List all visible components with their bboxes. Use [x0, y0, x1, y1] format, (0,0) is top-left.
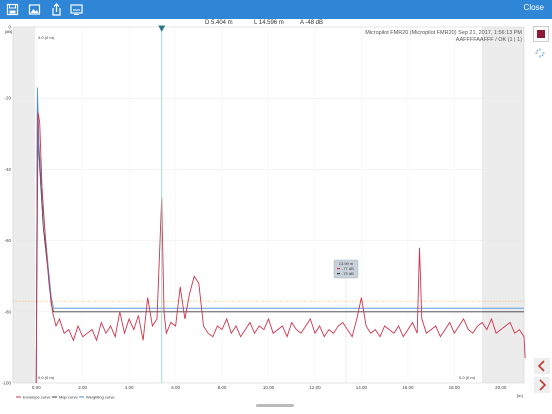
legend-label-weighting: Weighting curve — [86, 395, 115, 400]
image-icon[interactable] — [28, 3, 41, 16]
top-toolbar: Close — [0, 0, 552, 19]
device-info-line2: AAFFFFAAFFF / OK (1 | 1) — [456, 37, 522, 43]
near-blocking-region — [13, 27, 35, 383]
y-tick-label: -60 — [4, 238, 11, 243]
scroll-indicator[interactable] — [256, 404, 294, 407]
cursor-tooltip: 13.99 m -77 dB -79 dB — [333, 259, 359, 383]
y-tick-label: -100 — [2, 381, 12, 386]
x-tick-label: 16.00 — [402, 385, 414, 390]
distance-marker-handle[interactable] — [158, 25, 166, 33]
save-icon[interactable] — [6, 3, 19, 16]
x-tick-label: 14.00 — [356, 385, 368, 390]
corner-label-bottom-left: 0.0 (0 m) — [38, 375, 55, 380]
x-tick-label: 2.00 — [78, 385, 87, 390]
previous-button[interactable] — [534, 358, 550, 374]
readout-distance: D 5.404 m — [205, 20, 233, 26]
envelope-curve — [35, 112, 526, 384]
y-tick-label: -40 — [4, 167, 11, 172]
x-tick-label: 18.00 — [449, 385, 461, 390]
readout-amplitude: A -48 dB — [300, 20, 323, 26]
x-tick-label: 0.00 — [32, 385, 41, 390]
chevron-right-icon — [539, 379, 547, 391]
share-icon[interactable] — [50, 3, 63, 16]
readout-level: L 14.596 m — [254, 20, 284, 26]
x-tick-label: 12.00 — [309, 385, 321, 390]
chevron-left-icon — [537, 360, 545, 372]
legend-label-envelope: Envelope curve — [23, 395, 51, 400]
chart-legend: Envelope curve Map curve Weighting curve — [16, 395, 115, 400]
tooltip-title: 13.99 m — [339, 261, 354, 266]
x-tick-label: 4.00 — [125, 385, 134, 390]
legend-label-map: Map curve — [59, 395, 78, 400]
spinner-icon — [535, 48, 545, 58]
curve-color-button[interactable] — [533, 26, 549, 42]
x-tick-label: 10.00 — [263, 385, 275, 390]
x-tick-label: 6.00 — [171, 385, 180, 390]
corner-label-top-left: 0.0 (0 m) — [38, 35, 55, 40]
next-button[interactable] — [534, 377, 550, 393]
color-swatch — [537, 30, 545, 38]
x-tick-label: 20.00 — [495, 385, 507, 390]
y-tick-label: -20 — [4, 96, 11, 101]
x-tick-label: 8.00 — [218, 385, 227, 390]
y-tick-label: 0 — [8, 25, 11, 30]
x-axis-unit: [m] — [517, 393, 523, 398]
y-tick-label: -80 — [4, 309, 11, 314]
y-axis-unit: [dB] — [5, 29, 12, 34]
tooltip-row-2: -79 dB — [342, 271, 354, 276]
tooltip-row-1: -77 dB — [342, 266, 354, 271]
far-blocking-region — [482, 27, 524, 383]
close-button[interactable]: Close — [523, 3, 544, 12]
corner-label-bottom-right: 0.0 (0 m) — [459, 375, 476, 380]
envelope-chart[interactable]: 0.00 2.00 4.00 6.00 8.00 10.00 12.00 14.00 16.00… — [0, 19, 530, 414]
device-info-line1: Micropilot FMR20 (Micropilot FMR20) Sep … — [365, 30, 522, 36]
weighting-curve — [35, 87, 524, 384]
screen-icon[interactable] — [70, 3, 83, 16]
